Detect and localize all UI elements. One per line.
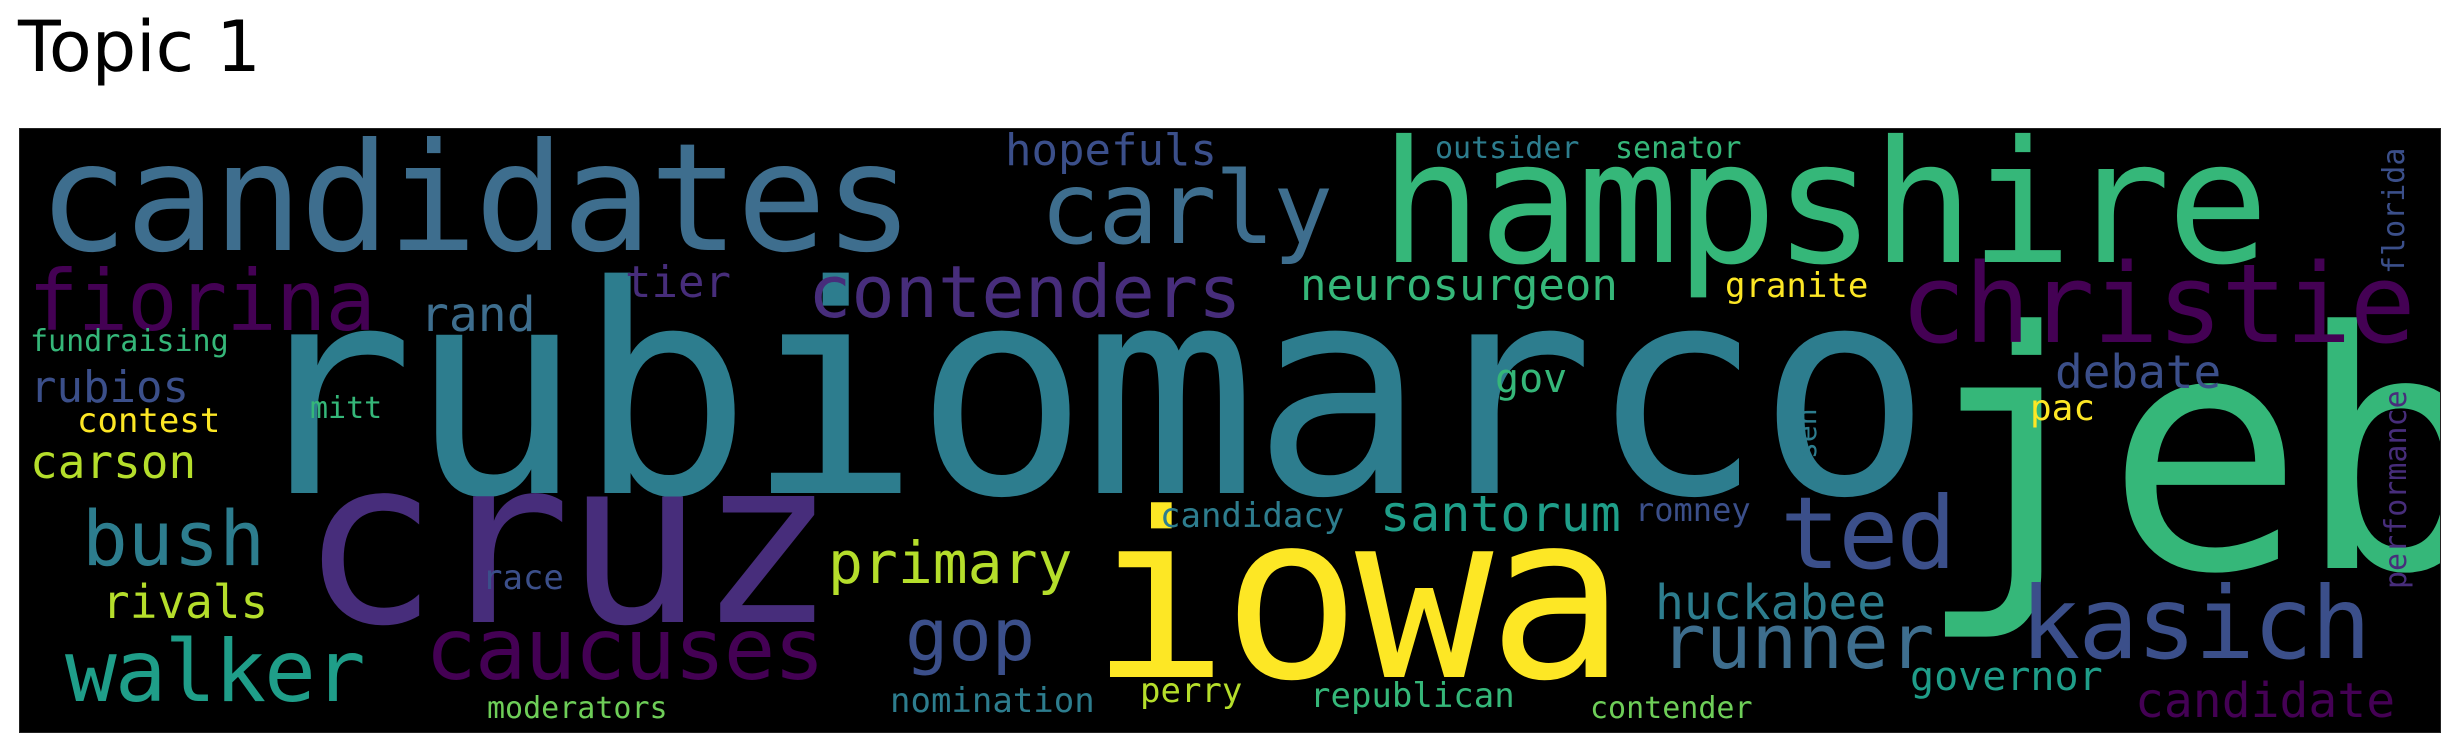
word-carson: carson [30,435,197,489]
word-ted: ted [1780,475,1957,592]
word-candidacy: candidacy [1160,496,1345,536]
word-race: race [482,558,564,598]
word-gop: gop [905,593,1036,677]
word-rivals: rivals [102,575,269,629]
word-primary: primary [828,529,1073,597]
word-candidate: candidate [2135,673,2396,729]
word-republican: republican [1310,676,1515,716]
word-pac: pac [2030,388,2096,429]
word-contenders: contenders [808,250,1242,334]
word-gov: gov [1495,356,1568,402]
word-fiorina: fiorina [28,252,376,350]
word-outsider: outsider [1435,131,1580,166]
word-carly: carly [1040,150,1333,267]
word-tier: tier [625,257,731,308]
word-iowa: iowa [1090,465,1626,732]
word-rubios: rubios [30,362,189,413]
word-cruz: cruz [300,410,836,677]
word-runner: runner [1660,597,1935,686]
word-mitt: mitt [310,391,383,426]
word-bush: bush [82,494,266,583]
word-contest: contest [77,401,221,441]
word-moderators: moderators [487,691,668,726]
word-nomination: nomination [890,681,1095,721]
word-fundraising: fundraising [30,324,229,359]
word-candidates: candidates [38,128,914,286]
page-title: Topic 1 [18,6,261,88]
word-performance: performance [2379,390,2414,589]
word-neurosurgeon: neurosurgeon [1300,260,1618,311]
word-sen: sen [1790,408,1823,459]
word-walker: walker [65,622,366,722]
word-florida: florida [2377,147,2412,274]
word-senator: senator [1615,131,1742,166]
word-santorum: santorum [1380,485,1621,543]
word-debate: debate [2055,345,2222,399]
word-romney: romney [1635,491,1751,529]
word-kasich: kasich [2020,565,2371,682]
word-rand: rand [420,287,536,343]
word-governor: governor [1910,654,2103,700]
word-cloud: rubiomarco jeb iowa cruz hampshire candi… [19,128,2441,733]
word-rubiomarco: rubiomarco [240,225,1932,562]
word-christie: christie [1900,240,2416,368]
word-hopefuls: hopefuls [1005,128,1217,176]
word-huckabee: huckabee [1655,575,1887,631]
word-perry: perry [1140,671,1243,711]
word-granite: granite [1725,266,1869,306]
word-caucuses: caucuses [425,600,825,700]
word-jeb: jeb [1915,262,2441,646]
word-hampshire: hampshire [1380,128,2269,303]
word-contender: contender [1590,691,1753,726]
